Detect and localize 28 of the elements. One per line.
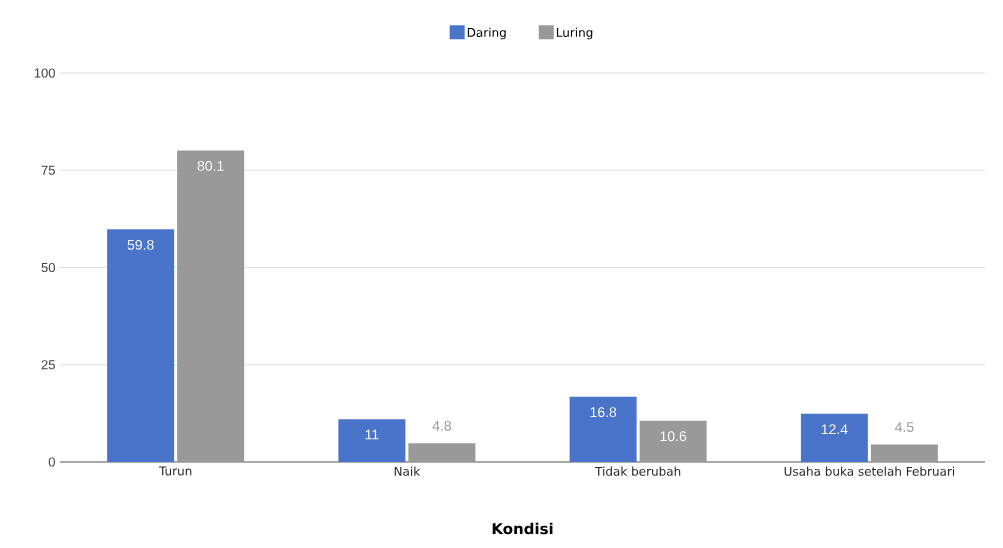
bar [338, 419, 406, 462]
legend-label: Luring [556, 27, 593, 40]
bar [870, 444, 938, 462]
x-tick-label: Naik [394, 466, 421, 476]
x-tick-label: Tidak berubah [595, 466, 681, 476]
bar [569, 396, 637, 462]
data-label: 10.6 [660, 431, 687, 442]
data-label: 11 [365, 429, 379, 440]
data-label: 12.4 [821, 424, 848, 435]
y-tick-label: 75 [41, 165, 55, 175]
bar [408, 443, 476, 462]
data-label: 80.1 [197, 160, 224, 171]
legend-label: Daring [467, 27, 506, 40]
x-tick-label: Turun [158, 466, 192, 476]
bar [107, 229, 175, 462]
y-tick-label: 50 [41, 262, 55, 273]
y-tick-label: 100 [34, 68, 55, 78]
y-tick-label: 25 [41, 360, 55, 370]
data-label: 4.5 [894, 422, 914, 432]
data-label: 16.8 [590, 407, 617, 418]
bar [800, 413, 868, 462]
bar [639, 420, 707, 462]
bar [177, 150, 245, 462]
y-tick-label: 0 [48, 457, 55, 467]
data-label: 4.8 [432, 420, 452, 431]
data-label: 59.8 [127, 239, 154, 250]
x-axis-title: Kondisi [492, 522, 553, 535]
x-tick-label: Usaha buka setelah Februari [784, 466, 955, 476]
